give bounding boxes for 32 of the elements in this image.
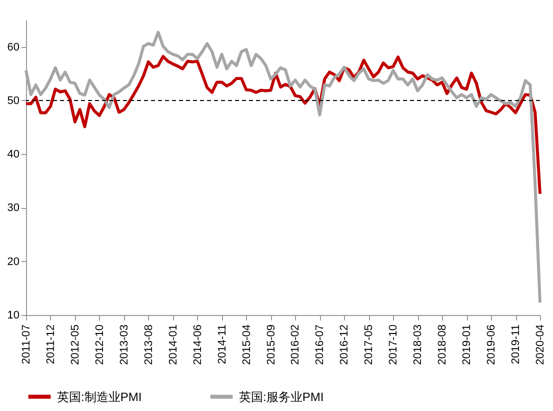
x-tick-label: 2015-04 <box>240 324 253 365</box>
x-tick-label: 2016-02 <box>290 324 302 365</box>
x-tick-label: 2015-09 <box>265 324 278 365</box>
x-tick-label: 2017-10 <box>388 324 400 365</box>
x-tick-label: 2014-01 <box>167 324 180 365</box>
x-tick-label: 2012-05 <box>69 324 82 365</box>
x-tick-label: 2014-11 <box>216 324 228 364</box>
x-tick-label: 2019-01 <box>461 324 474 365</box>
x-tick-label: 2013-03 <box>118 324 130 365</box>
y-tick-label: 60 <box>7 41 20 54</box>
y-tick-label: 30 <box>7 202 20 214</box>
x-tick-label: 2017-05 <box>363 324 376 365</box>
x-tick-label: 2020-04 <box>534 324 546 365</box>
y-tick-label: 10 <box>7 310 20 322</box>
x-tick-label: 2018-03 <box>412 324 424 365</box>
x-tick-label: 2016-12 <box>338 324 351 365</box>
x-tick-label: 2016-07 <box>314 324 326 365</box>
line-series <box>24 54 542 196</box>
y-tick-label: 50 <box>7 94 20 107</box>
x-tick-label: 2014-06 <box>192 324 204 365</box>
legend-label: 英国:服务业PMI <box>239 390 324 404</box>
y-tick-label: 40 <box>7 148 20 161</box>
x-tick-label: 2019-06 <box>486 324 498 365</box>
x-tick-label: 2011-07 <box>20 324 32 364</box>
y-tick-label: 20 <box>7 256 20 268</box>
x-tick-label: 2018-08 <box>436 324 449 365</box>
x-tick-label: 2013-08 <box>142 324 155 365</box>
x-tick-label: 2011-12 <box>44 324 57 364</box>
legend-label: 英国:制造业PMI <box>57 390 142 404</box>
line-series <box>24 30 542 304</box>
x-tick-label: 2012-10 <box>94 324 106 365</box>
x-tick-label: 2019-11 <box>510 324 522 364</box>
